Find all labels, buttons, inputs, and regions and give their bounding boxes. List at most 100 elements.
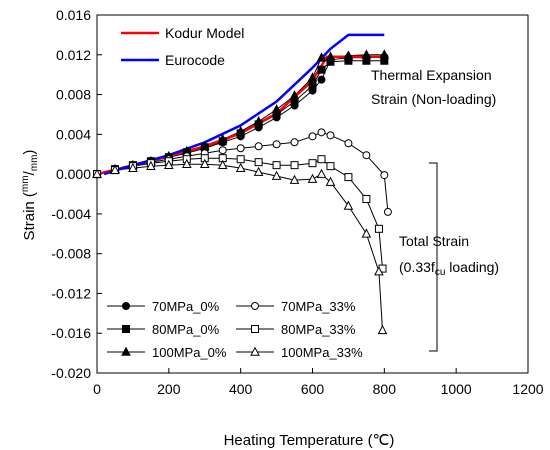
data-point xyxy=(199,158,210,168)
data-point xyxy=(317,155,326,164)
y-axis-title-main: Strain ( xyxy=(21,192,38,240)
data-point xyxy=(254,158,263,167)
specimen-legend-swatch-marker xyxy=(250,346,260,356)
data-point xyxy=(92,168,102,178)
y-tick-label: -0.016 xyxy=(51,325,91,341)
data-point xyxy=(361,228,372,238)
specimen-legend-swatch-marker xyxy=(122,302,130,310)
data-point xyxy=(316,168,327,178)
data-point xyxy=(236,155,245,164)
data-point xyxy=(374,224,383,233)
specimen-legend-swatch-marker xyxy=(121,346,131,356)
specimen-legend-label: 70MPa_0% xyxy=(152,299,220,314)
model-legend-label: Eurocode xyxy=(165,52,225,68)
data-point xyxy=(235,162,246,172)
annotation-total-line2-a: (0.33f xyxy=(399,259,435,275)
specimen-legend-label: 100MPa_33% xyxy=(281,345,363,360)
data-point xyxy=(343,200,354,210)
data-point xyxy=(146,160,156,170)
y-tick-label: 0.000 xyxy=(56,166,91,182)
y-tick-label: -0.008 xyxy=(51,246,91,262)
data-point xyxy=(377,324,388,335)
specimen-legend-swatch-marker xyxy=(122,325,130,333)
data-point xyxy=(272,140,281,149)
x-tick-label: 800 xyxy=(373,381,397,397)
specimen-legend-label: 80MPa_33% xyxy=(281,322,356,337)
y-tick-label: 0.016 xyxy=(56,7,91,23)
data-point xyxy=(326,162,335,171)
x-tick-label: 1200 xyxy=(512,381,543,397)
data-point xyxy=(361,49,372,59)
x-tick-label: 200 xyxy=(157,381,181,397)
data-point xyxy=(317,75,326,84)
x-tick-label: 1000 xyxy=(441,381,472,397)
data-point xyxy=(110,164,120,174)
x-tick-label: 0 xyxy=(93,381,101,397)
data-point xyxy=(343,50,354,60)
axis-ticks: 0 200 400 600 800 1000 1200 0.016 0.012 0.008 0.00… xyxy=(51,7,543,397)
data-point xyxy=(163,159,174,169)
annotation-total-line1: Total Strain xyxy=(399,233,469,249)
annotation-thermal-line1: Thermal Expansion xyxy=(371,67,492,83)
y-axis-title-close: ) xyxy=(21,150,38,155)
model-legend: Kodur Model Eurocode xyxy=(114,20,262,74)
data-point xyxy=(253,116,264,126)
y-axis-title-den: mm xyxy=(29,155,40,172)
data-point xyxy=(290,161,299,170)
data-point xyxy=(325,176,336,186)
data-point xyxy=(290,138,299,147)
y-tick-label: 0.008 xyxy=(56,87,91,103)
specimen-legend-label: 100MPa_0% xyxy=(152,345,227,360)
y-tick-label: 0.012 xyxy=(56,47,91,63)
model-legend-label: Kodur Model xyxy=(165,25,244,41)
annotation-total-line2-sub: cu xyxy=(435,267,446,278)
data-point xyxy=(307,72,318,82)
data-point xyxy=(181,158,192,168)
data-point xyxy=(380,171,389,180)
data-point xyxy=(128,162,138,172)
annotation-thermal-line2: Strain (Non-loading) xyxy=(371,91,496,107)
data-point xyxy=(325,51,336,61)
data-point xyxy=(317,128,326,137)
specimen-legend-swatch-marker xyxy=(251,302,259,310)
x-tick-label: 400 xyxy=(229,381,253,397)
x-tick-label: 600 xyxy=(301,381,325,397)
data-point xyxy=(217,133,228,144)
data-point xyxy=(271,104,282,114)
data-point xyxy=(317,65,326,74)
data-point xyxy=(235,125,246,136)
series-markers xyxy=(92,49,392,335)
data-point xyxy=(289,90,300,100)
total-strain-bracket xyxy=(429,162,438,352)
annotation-total-line2-b: loading) xyxy=(445,259,499,275)
data-point xyxy=(362,151,371,160)
data-point xyxy=(289,174,300,184)
data-point xyxy=(383,207,392,216)
data-point xyxy=(236,144,245,153)
data-point xyxy=(218,146,227,155)
data-point xyxy=(344,139,353,148)
data-point xyxy=(308,159,317,168)
y-axis-title: Strain (mm/mm) xyxy=(20,150,40,241)
y-axis-title-num: mm xyxy=(20,175,31,192)
specimen-legend-bg xyxy=(103,293,365,367)
annotation-total-line2: (0.33fcu loading) xyxy=(399,259,499,278)
specimen-legend-swatch-marker xyxy=(251,325,259,333)
y-tick-label: -0.020 xyxy=(51,365,91,381)
data-point xyxy=(308,132,317,141)
data-point xyxy=(271,170,282,180)
data-point xyxy=(254,142,263,151)
y-tick-label: 0.004 xyxy=(56,126,91,142)
y-axis-title-slash: / xyxy=(21,170,38,175)
data-point xyxy=(379,49,390,59)
data-point xyxy=(307,173,318,183)
data-point xyxy=(326,131,335,140)
specimen-legend: 70MPa_0% 70MPa_33% 80MPa_0% 80MPa_33% 100MPa… xyxy=(103,293,365,367)
y-tick-label: -0.004 xyxy=(51,206,91,222)
specimen-legend-label: 70MPa_33% xyxy=(281,299,356,314)
data-point xyxy=(217,159,228,169)
x-axis-title: Heating Temperature (℃) xyxy=(224,432,395,449)
data-point xyxy=(308,81,317,90)
